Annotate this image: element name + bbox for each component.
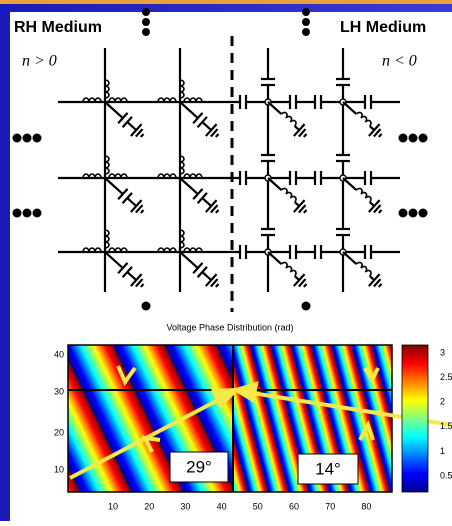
- colorbar-tick-label: 3: [440, 347, 445, 357]
- x-tick-label: 80: [361, 501, 371, 511]
- y-tick-label: 10: [54, 464, 64, 474]
- colorbar: [402, 345, 428, 492]
- rh-index: n > 0: [22, 53, 57, 70]
- y-tick-label: 40: [54, 349, 64, 359]
- dot: [142, 28, 150, 36]
- dot: [23, 134, 32, 143]
- dot: [302, 8, 310, 16]
- dot: [409, 134, 418, 143]
- y-tick-label: 20: [54, 427, 64, 437]
- x-tick-label: 40: [217, 501, 227, 511]
- x-tick-label: 60: [289, 501, 299, 511]
- dot: [302, 18, 310, 26]
- dot: [13, 134, 22, 143]
- dot: [419, 134, 428, 143]
- colorbar-tick-label: 2: [440, 397, 445, 407]
- dot: [399, 134, 408, 143]
- colorbar-tick-label: 1.5: [440, 421, 452, 431]
- dot: [142, 8, 150, 16]
- dot: [302, 28, 310, 36]
- x-tick-label: 70: [325, 501, 335, 511]
- x-tick-label: 50: [253, 501, 263, 511]
- dot: [23, 209, 32, 218]
- dot: [419, 209, 428, 218]
- dot: [399, 209, 408, 218]
- angle-label: 14°: [315, 459, 341, 478]
- dot: [142, 18, 150, 26]
- dot: [13, 209, 22, 218]
- dot: [33, 209, 42, 218]
- lh-index: n < 0: [382, 53, 417, 70]
- x-tick-label: 10: [108, 501, 118, 511]
- dot: [302, 302, 311, 311]
- x-tick-label: 30: [180, 501, 190, 511]
- dot: [142, 302, 151, 311]
- angle-label: 29°: [186, 457, 212, 476]
- dot: [33, 134, 42, 143]
- y-tick-label: 30: [54, 386, 64, 396]
- lh-label: LH Medium: [340, 19, 426, 36]
- dot: [409, 209, 418, 218]
- x-tick-label: 20: [144, 501, 154, 511]
- top-rule: [0, 0, 452, 4]
- colorbar-tick-label: 2.5: [440, 372, 452, 382]
- plot-title: Voltage Phase Distribution (rad): [166, 322, 293, 332]
- colorbar-tick-label: 0.5: [440, 470, 452, 480]
- slide: RH Medium LH Medium n > 0 n < 0 Voltage …: [0, 0, 452, 521]
- rh-label: RH Medium: [14, 19, 102, 36]
- colorbar-tick-label: 1: [440, 446, 445, 456]
